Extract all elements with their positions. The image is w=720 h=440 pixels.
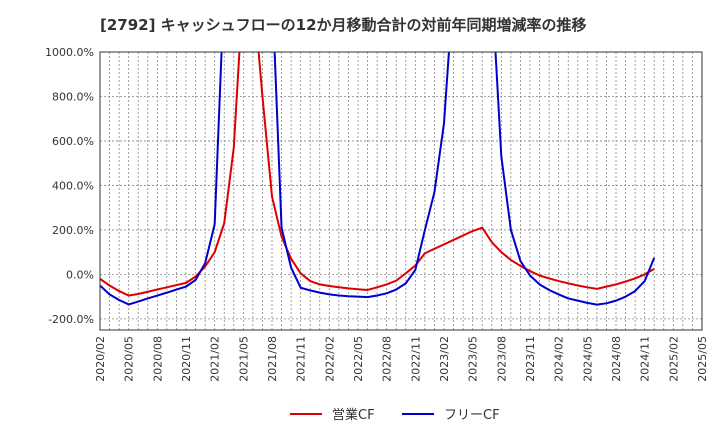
y-tick-label: -200.0%: [48, 313, 94, 326]
x-tick-label: 2020/02: [94, 336, 107, 382]
y-tick-label: 0.0%: [66, 268, 94, 281]
y-tick-label: 800.0%: [52, 90, 94, 103]
x-tick-label: 2024/08: [610, 336, 623, 382]
series-group: [100, 52, 656, 306]
y-tick-label: 200.0%: [52, 224, 94, 237]
legend-label-1: 営業CF: [332, 407, 375, 423]
legend-label-2: フリーCF: [444, 408, 500, 423]
y-tick-label: 1000.0%: [45, 46, 94, 59]
x-tick-label: 2024/11: [639, 336, 652, 382]
y-axis-ticks: -200.0% 0.0% 200.0% 400.0% 600.0% 800.0% 1000.…: [45, 46, 94, 326]
x-axis-ticks: 2020/02 2020/05 2020/08 2020/11 2021/02 2021/…: [94, 336, 709, 382]
x-tick-label: 2023/02: [438, 336, 451, 382]
plot-area: [100, 52, 702, 330]
x-tick-label: 2020/05: [123, 336, 136, 382]
plot-frame: [99, 51, 703, 331]
x-tick-label: 2023/11: [524, 336, 537, 382]
x-tick-label: 2024/02: [553, 336, 566, 382]
x-tick-label: 2023/08: [495, 336, 508, 382]
series-line-2: [100, 52, 656, 306]
x-tick-label: 2025/02: [667, 336, 680, 382]
x-tick-label: 2022/02: [323, 336, 336, 382]
legend: 営業CF フリーCF: [290, 407, 500, 423]
y-tick-label: 600.0%: [52, 135, 94, 148]
x-tick-label: 2022/11: [409, 336, 422, 382]
x-tick-label: 2021/05: [237, 336, 250, 382]
x-tick-label: 2021/08: [266, 336, 279, 382]
chart-title: [2792] キャッシュフローの12か月移動合計の対前年同期増減率の推移: [100, 16, 587, 34]
x-tick-label: 2020/08: [151, 336, 164, 382]
x-tick-label: 2021/02: [209, 336, 222, 382]
x-tick-label: 2022/05: [352, 336, 365, 382]
x-tick-label: 2021/11: [295, 336, 308, 382]
series-line-1: [100, 52, 655, 297]
x-tick-label: 2024/05: [581, 336, 594, 382]
y-tick-label: 400.0%: [52, 179, 94, 192]
x-tick-label: 2022/08: [381, 336, 394, 382]
x-tick-label: 2025/05: [696, 336, 709, 382]
x-tick-label: 2023/05: [467, 336, 480, 382]
x-tick-label: 2020/11: [180, 336, 193, 382]
